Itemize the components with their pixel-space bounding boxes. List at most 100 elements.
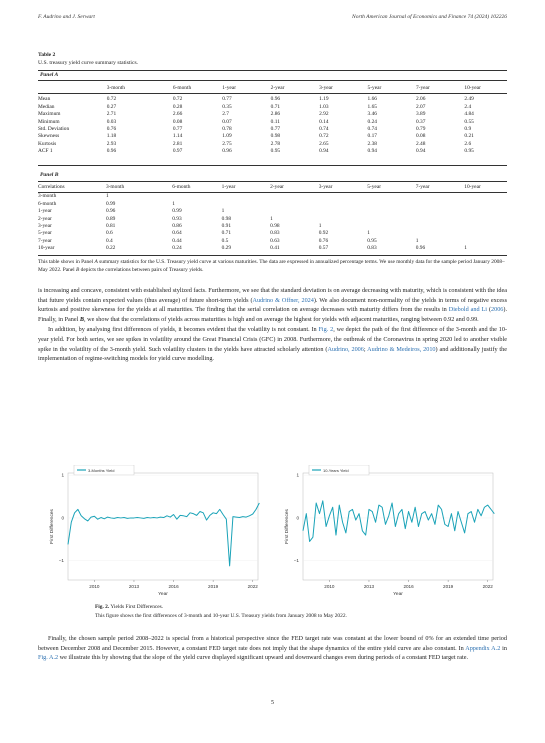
table-cell: 0.35 — [222, 103, 232, 110]
table-cell: 0.14 — [319, 118, 329, 125]
table-row: Median 0.27 0.28 0.35 0.71 1.03 1.65 2.07 2.4 — [38, 104, 507, 111]
legend-label: 10-Years Yield — [323, 468, 349, 473]
table-cell: 0.74 — [367, 126, 377, 133]
table-row: 5-year 0.6 0.64 0.71 0.83 0.92 1 — [38, 230, 507, 237]
figure-caption-title: Fig. 2. Yields First Differences. — [95, 604, 164, 610]
table-cell: 0.86 — [172, 223, 182, 230]
table-cell — [464, 223, 507, 230]
table-cell: 1 — [221, 208, 225, 215]
appendix-link[interactable]: Appendix A.2 — [465, 644, 501, 652]
column-header: Correlations — [38, 184, 65, 190]
table-cell: 0.71 — [221, 230, 232, 237]
table-cell: 2.65 — [319, 140, 329, 147]
x-axis-label: Year — [393, 591, 403, 595]
column-header: 7-year — [415, 184, 430, 190]
table-row: 10-year 0.22 0.24 0.29 0.41 0.57 0.83 0.96 1 — [38, 245, 507, 252]
table-cell: 2.6 — [464, 140, 472, 147]
citation-link[interactable]: Audrino & Offner, 2024 — [252, 296, 314, 304]
table-cell: 0.37 — [415, 118, 426, 125]
citation-link[interactable]: Diebold and Li — [448, 306, 487, 314]
y-axis-label: First Differences — [49, 508, 55, 543]
table-note: This table shows in Panel A summary stat… — [38, 259, 505, 273]
citation-link[interactable]: Audrino, 2006 — [327, 345, 364, 353]
legend-label: 3-Months Yield — [88, 468, 114, 473]
table-cell: 2.66 — [172, 111, 183, 118]
row-label: 3-month — [38, 193, 57, 200]
row-label: 10-year — [38, 245, 55, 252]
row-label: 7-year — [38, 237, 52, 244]
panel-b-header-row: Correlations 3-month 6-month 1-year 2-year 3-… — [38, 184, 507, 191]
table-cell: 1 — [270, 215, 273, 222]
table-cell: 1.03 — [319, 103, 329, 110]
table-cell: 2.38 — [367, 140, 377, 147]
figure-2-charts: 3-Months Yield 1 0 −1 2010 2013 2016 2019 2022 Ye… — [49, 464, 495, 597]
table-cell — [416, 193, 465, 200]
column-header: 10-year — [464, 184, 481, 190]
panel-b-label: Panel B — [40, 172, 59, 178]
table-cell: 0.99 — [105, 200, 116, 207]
table-cell: 1.66 — [367, 96, 377, 103]
table-cell — [172, 193, 221, 200]
table-cell: 0.94 — [367, 148, 377, 155]
table-cell: 0.63 — [270, 237, 280, 244]
row-label: Minimum — [38, 118, 60, 125]
table-row: 6-month 0.99 1 — [38, 201, 507, 208]
table-cell — [367, 216, 416, 223]
panel-b-table: Correlations 3-month 6-month 1-year 2-year 3-… — [38, 184, 507, 253]
figure-link[interactable]: Fig. 2 — [318, 326, 334, 334]
table-cell — [416, 216, 465, 223]
table-cell — [464, 216, 507, 223]
table-cell: 3.46 — [367, 111, 377, 118]
table-cell: 0.96 — [270, 96, 281, 103]
table-cell: 2.48 — [415, 140, 426, 147]
table-row: Mean 0.72 0.72 0.77 0.96 1.19 1.66 2.06 2.49 — [38, 96, 507, 103]
panel-a-table: 3-month 6-month 1-year 2-year 3-year 5-year 7-… — [38, 85, 507, 156]
header-authors: F. Audrino and J. Serwart — [38, 14, 95, 20]
table-row: 3-year 0.81 0.86 0.91 0.98 1 — [38, 223, 507, 230]
table-cell: 0.08 — [415, 133, 426, 140]
citation-link[interactable]: Audrino & Medeiros, 2010 — [367, 345, 436, 353]
table-cell: 0.11 — [270, 118, 280, 125]
x-tick-label: 2013 — [364, 584, 375, 589]
row-label: 6-month — [38, 200, 57, 207]
table-cell — [270, 208, 319, 215]
table-cell: 0.72 — [172, 96, 183, 103]
table-cell: 1.18 — [106, 133, 117, 140]
column-header — [38, 85, 107, 92]
table-row: 1-year 0.96 0.99 1 — [38, 208, 507, 215]
table-cell — [464, 230, 507, 237]
table-top-rule — [38, 70, 507, 71]
column-header: 6-month — [172, 85, 192, 91]
table-cell: 2.49 — [464, 96, 474, 103]
table-cell — [222, 193, 271, 200]
table-cell: 0.98 — [221, 215, 232, 222]
paragraph-2: In addition, by analysing first differen… — [38, 326, 508, 363]
row-label: Kurtosis — [38, 140, 57, 147]
panel-a-label: Panel A — [40, 72, 59, 78]
table-cell — [319, 208, 368, 215]
table-row: Skewness 1.18 1.14 1.09 0.98 0.72 0.17 0.08 0.21 — [38, 133, 507, 140]
row-label: Maximum — [38, 111, 61, 118]
table-cell: 0.17 — [367, 133, 377, 140]
table-cell: 1.65 — [367, 103, 377, 110]
column-header: 5-year — [367, 184, 382, 190]
table-cell: 0.72 — [106, 96, 117, 103]
column-header: 7-year — [415, 85, 430, 91]
table-cell — [464, 208, 507, 215]
table-cell: 0.6 — [105, 230, 113, 237]
table-cell: 0.55 — [464, 118, 474, 125]
row-label: 5-year — [38, 230, 52, 237]
page-number: 5 — [271, 700, 274, 706]
x-tick-label: 2013 — [129, 584, 140, 589]
table-cell: 1.19 — [319, 96, 329, 103]
citation-link[interactable]: 2006 — [491, 306, 504, 314]
figure-link[interactable]: Fig. A.2 — [38, 654, 59, 662]
x-tick-label: 2019 — [443, 584, 454, 589]
table-cell: 0.76 — [318, 237, 329, 244]
table-row: Kurtosis 2.93 2.81 2.75 2.78 2.65 2.38 2.48 2.6 — [38, 141, 507, 148]
table-cell: 4.84 — [464, 111, 474, 118]
table-cell: 2.07 — [415, 103, 426, 110]
table-cell — [270, 193, 319, 200]
column-header: 3-month — [105, 184, 125, 190]
table-cell: 0.96 — [415, 245, 426, 252]
